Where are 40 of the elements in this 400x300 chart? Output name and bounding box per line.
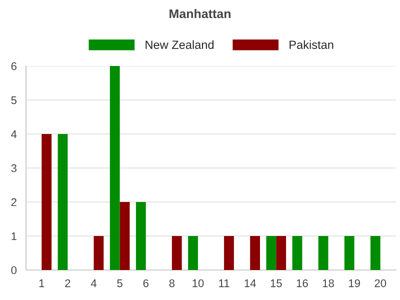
- y-tick-label: 5: [11, 96, 17, 104]
- x-tick-label: 4: [90, 279, 97, 288]
- bar: [120, 202, 130, 270]
- bar: [58, 134, 68, 270]
- bar: [276, 236, 286, 270]
- bar: [110, 66, 120, 270]
- x-tick-label: 2: [65, 279, 70, 288]
- x-tick-label: 5: [117, 279, 122, 288]
- bar: [266, 236, 276, 270]
- bar: [292, 236, 302, 270]
- x-tick-label: 16: [296, 279, 308, 288]
- x-tick-label: 18: [322, 279, 334, 288]
- x-tick-label: 11: [219, 279, 230, 288]
- y-tick-label: 3: [11, 164, 16, 172]
- y-tick-label: 1: [12, 232, 16, 240]
- bar: [370, 236, 380, 270]
- y-tick-label: 2: [11, 198, 16, 206]
- bar: [250, 236, 260, 270]
- bar: [224, 236, 234, 270]
- bar: [318, 236, 328, 270]
- x-tick-label: 15: [270, 279, 282, 288]
- x-tick-label: 10: [192, 279, 204, 288]
- x-tick-label: 14: [244, 279, 256, 288]
- bar: [344, 236, 354, 270]
- y-tick-label: 0: [11, 266, 17, 274]
- bar: [136, 202, 146, 270]
- x-tick-label: 19: [348, 279, 360, 288]
- legend-label: New Zealand: [146, 40, 214, 49]
- x-tick-label: 20: [374, 279, 386, 288]
- bar: [94, 236, 104, 270]
- y-tick-label: 6: [11, 62, 16, 70]
- x-tick-label: 1: [39, 279, 44, 288]
- legend-label: Pakistan: [290, 40, 334, 49]
- chart-title: Manhattan: [170, 9, 230, 18]
- bar: [188, 236, 198, 270]
- x-tick-label: 6: [143, 279, 148, 288]
- x-tick-label: 8: [169, 279, 175, 288]
- bar: [172, 236, 182, 270]
- y-tick-label: 4: [11, 130, 17, 138]
- bar: [42, 134, 52, 270]
